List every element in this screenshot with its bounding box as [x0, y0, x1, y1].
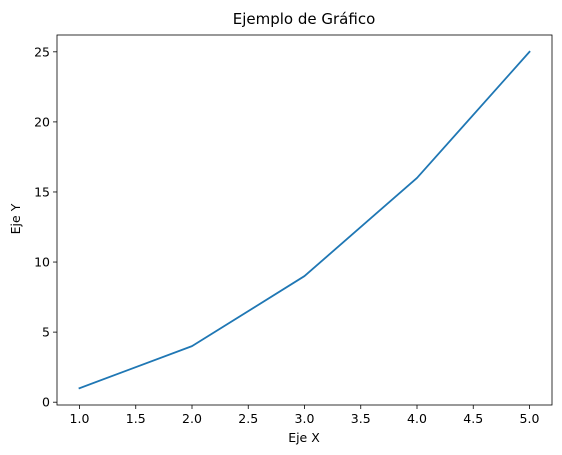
- x-tick-label: 5.0: [520, 411, 540, 426]
- x-tick-label: 1.5: [126, 411, 146, 426]
- y-tick-label: 15: [34, 184, 50, 199]
- x-axis-title: Eje X: [288, 430, 320, 445]
- x-tick-label: 4.0: [407, 411, 427, 426]
- x-tick-label: 2.0: [182, 411, 202, 426]
- series-line: [78, 50, 531, 390]
- y-tick-label: 25: [34, 44, 50, 59]
- y-tick-label: 5: [42, 325, 50, 340]
- plot-frame: [56, 34, 553, 406]
- y-axis-title: Eje Y: [8, 203, 23, 234]
- x-tick-label: 3.5: [351, 411, 371, 426]
- y-tick-label: 20: [34, 114, 50, 129]
- plot-area: 1.0 1.5 2.0 2.5 3.0 3.5 4.0 4.5 5.0 0 5 10 15 20 25: [34, 34, 553, 426]
- x-tick-label: 1.0: [70, 411, 90, 426]
- y-tick-label: 10: [34, 255, 50, 270]
- chart-title: Ejemplo de Gráfico: [233, 10, 376, 28]
- x-tick-label: 4.5: [463, 411, 483, 426]
- x-tick-label: 3.0: [295, 411, 315, 426]
- y-tick-label: 0: [42, 395, 50, 410]
- x-tick-label: 2.5: [238, 411, 258, 426]
